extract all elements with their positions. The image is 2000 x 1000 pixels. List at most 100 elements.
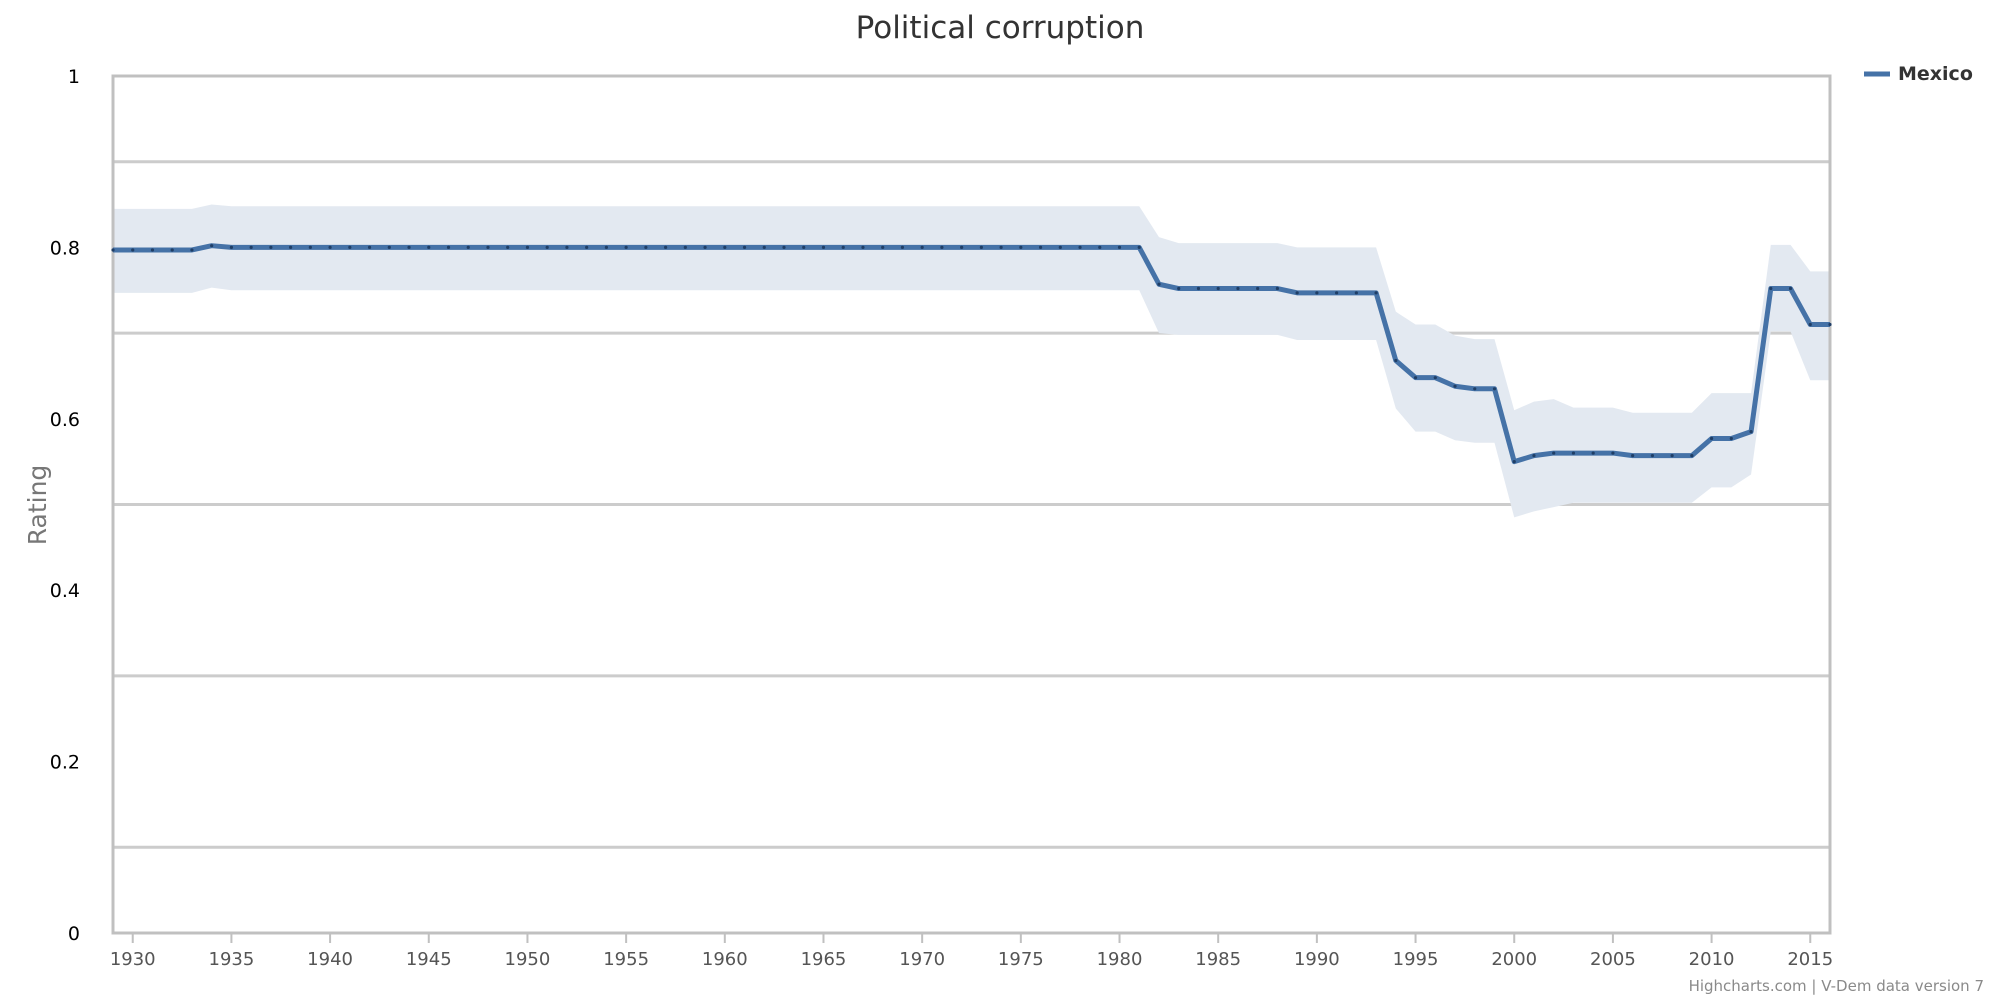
data-point[interactable]	[1275, 286, 1280, 291]
data-point[interactable]	[960, 245, 964, 249]
data-point[interactable]	[1058, 245, 1062, 249]
plot-area-frame	[111, 74, 1832, 935]
data-point[interactable]	[210, 244, 214, 248]
data-point[interactable]	[1690, 454, 1694, 458]
credits-link[interactable]: Highcharts.com | V-Dem data version 7	[1689, 977, 1984, 995]
data-point[interactable]	[1828, 322, 1832, 327]
data-point[interactable]	[900, 245, 905, 249]
data-point[interactable]	[229, 245, 234, 249]
data-point[interactable]	[1335, 291, 1339, 295]
data-point[interactable]	[486, 245, 490, 249]
data-point[interactable]	[545, 245, 549, 249]
data-point[interactable]	[1512, 460, 1516, 464]
data-point[interactable]	[348, 245, 352, 249]
data-point[interactable]	[249, 245, 253, 249]
data-point[interactable]	[1650, 454, 1654, 458]
data-point[interactable]	[782, 245, 786, 249]
data-point[interactable]	[466, 245, 470, 249]
data-point[interactable]	[1611, 451, 1615, 455]
data-point[interactable]	[427, 245, 431, 249]
data-point[interactable]	[1295, 291, 1299, 295]
y-tick-label: 0.8	[50, 237, 80, 259]
data-point[interactable]	[1137, 245, 1141, 249]
data-point[interactable]	[150, 248, 155, 252]
data-point[interactable]	[1098, 245, 1102, 249]
data-point[interactable]	[1769, 286, 1773, 291]
data-point[interactable]	[585, 245, 589, 249]
data-point[interactable]	[387, 245, 391, 249]
data-point[interactable]	[1236, 286, 1240, 291]
data-point[interactable]	[1354, 291, 1358, 295]
data-point[interactable]	[1532, 454, 1536, 458]
data-point[interactable]	[506, 245, 510, 249]
data-point[interactable]	[1729, 436, 1733, 441]
data-point[interactable]	[407, 245, 411, 249]
data-point[interactable]	[1571, 451, 1576, 455]
data-point[interactable]	[1117, 245, 1122, 249]
data-point[interactable]	[604, 245, 608, 249]
x-tick-label: 1930	[110, 949, 156, 970]
data-point[interactable]	[841, 245, 845, 249]
data-point[interactable]	[1374, 291, 1378, 295]
data-point[interactable]	[940, 245, 944, 249]
data-point[interactable]	[190, 248, 194, 252]
data-point[interactable]	[1413, 376, 1418, 380]
data-point[interactable]	[328, 245, 332, 249]
data-point[interactable]	[1256, 286, 1260, 291]
data-point[interactable]	[1433, 376, 1437, 380]
data-point[interactable]	[1552, 451, 1556, 455]
data-point[interactable]	[802, 245, 806, 249]
x-tick-label: 1960	[702, 949, 748, 970]
data-point[interactable]	[1670, 454, 1674, 458]
data-point[interactable]	[644, 245, 648, 249]
data-point[interactable]	[131, 248, 135, 252]
data-point[interactable]	[742, 245, 747, 249]
data-point[interactable]	[683, 245, 687, 249]
data-point[interactable]	[1196, 286, 1201, 291]
data-point[interactable]	[1788, 286, 1793, 291]
data-point[interactable]	[1709, 436, 1714, 441]
series-line-mexico[interactable]	[113, 243, 1830, 465]
data-point[interactable]	[525, 245, 530, 249]
data-point[interactable]	[1019, 245, 1023, 249]
data-point[interactable]	[1394, 358, 1398, 363]
data-point[interactable]	[289, 245, 293, 249]
data-point[interactable]	[1216, 286, 1220, 291]
data-point[interactable]	[881, 245, 885, 249]
data-point[interactable]	[1038, 245, 1043, 249]
data-point[interactable]	[446, 245, 451, 249]
data-point[interactable]	[1591, 451, 1595, 455]
data-point[interactable]	[1749, 430, 1753, 434]
data-point[interactable]	[1808, 322, 1812, 327]
data-point[interactable]	[269, 245, 273, 249]
data-point[interactable]	[1078, 245, 1082, 249]
data-point[interactable]	[821, 245, 826, 249]
data-point[interactable]	[1453, 384, 1457, 388]
data-point[interactable]	[1157, 282, 1161, 286]
data-point[interactable]	[111, 248, 115, 252]
data-point[interactable]	[762, 245, 766, 249]
data-point[interactable]	[367, 245, 372, 249]
data-point[interactable]	[308, 245, 312, 249]
legend-item-mexico[interactable]: Mexico	[1864, 63, 1973, 85]
x-tick-label: 2000	[1491, 949, 1537, 970]
y-tick-label: 0.6	[50, 409, 80, 431]
data-point[interactable]	[999, 245, 1003, 249]
data-point[interactable]	[920, 245, 924, 249]
data-point[interactable]	[1492, 387, 1497, 391]
x-tick-label: 1945	[406, 949, 452, 970]
data-point[interactable]	[861, 245, 865, 249]
x-tick-label: 2015	[1787, 949, 1833, 970]
data-point[interactable]	[1315, 291, 1319, 295]
data-point[interactable]	[979, 245, 983, 249]
data-point[interactable]	[663, 245, 668, 249]
data-point[interactable]	[170, 248, 174, 252]
data-point[interactable]	[565, 245, 569, 249]
x-tick-label: 1980	[1097, 949, 1143, 970]
data-point[interactable]	[723, 245, 727, 249]
data-point[interactable]	[624, 245, 628, 249]
data-point[interactable]	[1631, 454, 1635, 458]
data-point[interactable]	[1177, 286, 1181, 291]
data-point[interactable]	[1473, 387, 1477, 391]
data-point[interactable]	[703, 245, 707, 249]
